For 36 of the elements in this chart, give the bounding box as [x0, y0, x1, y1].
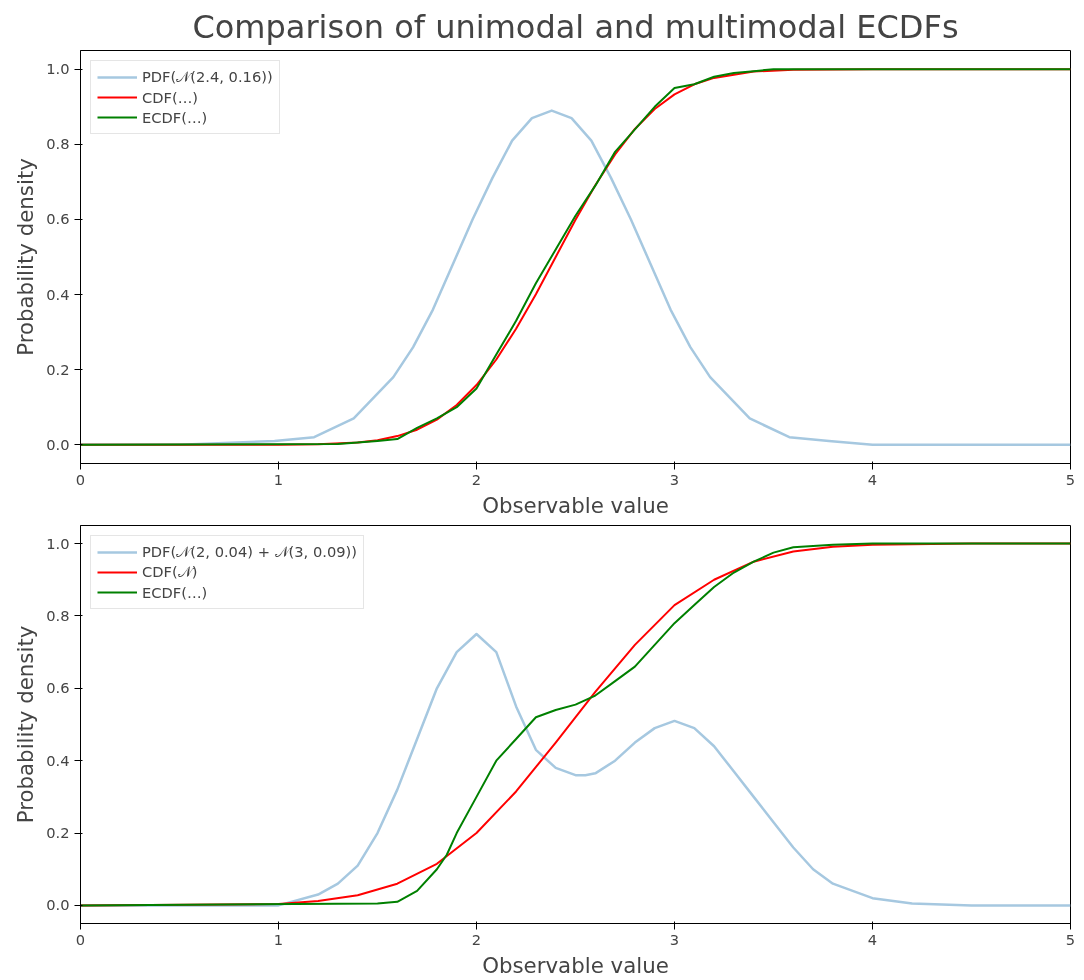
- x-tick-label: 0: [75, 470, 86, 488]
- x-axis-title: Observable value: [482, 952, 669, 978]
- y-tick-label: 0.8: [46, 135, 70, 153]
- x-tick-label: 4: [867, 930, 878, 948]
- y-tick-label: 0.0: [46, 435, 70, 453]
- y-tick-label: 1.0: [46, 60, 70, 78]
- legend-label: CDF(𝒩): [142, 563, 198, 581]
- x-tick-label: 3: [669, 930, 680, 948]
- chart-title: Comparison of unimodal and multimodal ECDFs: [192, 7, 959, 46]
- y-tick-label: 0.8: [46, 606, 70, 624]
- y-tick-label: 0.2: [46, 824, 70, 842]
- y-tick-label: 0.2: [46, 360, 70, 378]
- legend-label: ECDF(…): [142, 583, 208, 601]
- y-tick-label: 1.0: [46, 534, 70, 552]
- y-axis-title: Probability density: [13, 625, 39, 824]
- x-tick-label: 5: [1065, 470, 1076, 488]
- x-tick-label: 3: [669, 470, 680, 488]
- x-tick-label: 5: [1065, 930, 1076, 948]
- x-tick-label: 1: [273, 930, 284, 948]
- line-series: [80, 542, 1071, 907]
- legend-label: PDF(𝒩(2.4, 0.16)): [142, 68, 273, 86]
- legend-label: CDF(…): [142, 88, 199, 106]
- x-axis-title: Observable value: [482, 492, 669, 518]
- x-tick-label: 2: [471, 930, 482, 948]
- legend-label: ECDF(…): [142, 108, 208, 126]
- y-tick-label: 0.6: [46, 210, 70, 228]
- y-tick-label: 0.0: [46, 896, 70, 914]
- x-tick-label: 0: [75, 930, 86, 948]
- legend-label: PDF(𝒩(2, 0.04) + 𝒩(3, 0.09)): [142, 543, 358, 561]
- y-tick-label: 0.4: [46, 751, 70, 769]
- x-tick-label: 4: [867, 470, 878, 488]
- x-tick-label: 2: [471, 470, 482, 488]
- y-tick-label: 0.4: [46, 285, 70, 303]
- y-tick-label: 0.6: [46, 679, 70, 697]
- x-tick-label: 1: [273, 470, 284, 488]
- y-axis-title: Probability density: [13, 158, 39, 356]
